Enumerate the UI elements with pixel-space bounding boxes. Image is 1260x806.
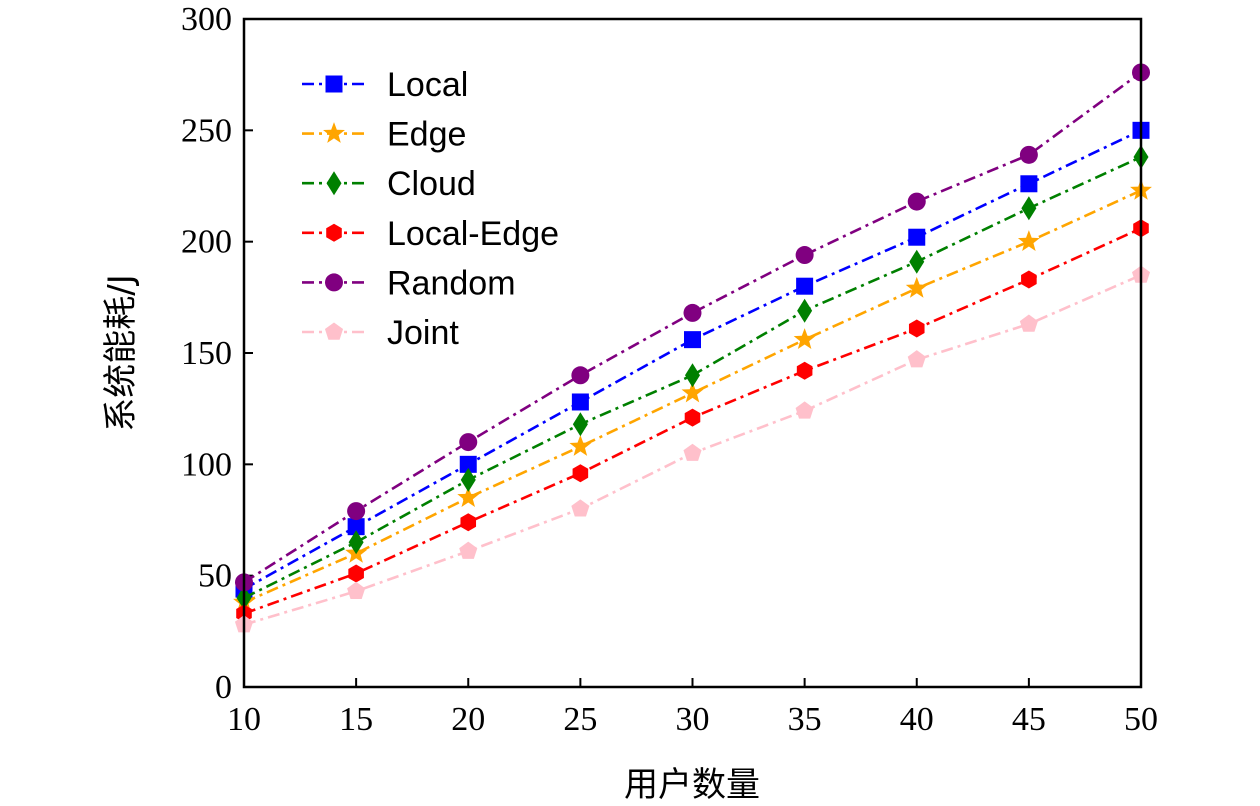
data-point-local-edge: [572, 464, 589, 483]
y-tick-label: 200: [181, 224, 232, 261]
data-point-joint: [1019, 314, 1038, 332]
data-point-random: [459, 433, 478, 452]
y-tick-label: 100: [181, 446, 232, 483]
data-point-local-edge: [1021, 270, 1037, 289]
legend-label-edge: Edge: [387, 116, 466, 154]
x-tick-label: 20: [451, 701, 485, 738]
data-point-edge: [457, 486, 480, 508]
x-tick-label: 25: [563, 701, 597, 738]
legend-item-joint: Joint: [302, 314, 459, 352]
data-point-local: [571, 393, 589, 411]
data-point-edge: [905, 276, 928, 298]
legend-marker-cloud: [326, 171, 342, 196]
legend-item-random: Random: [302, 264, 516, 302]
legend-marker-edge: [323, 122, 345, 143]
data-point-local-edge: [796, 361, 813, 380]
legend-item-cloud: Cloud: [302, 165, 476, 203]
series-edge: [233, 178, 1152, 612]
series-line-local: [243, 129, 1142, 591]
y-tick-label: 300: [181, 1, 232, 38]
legend-label-local: Local: [387, 66, 468, 104]
legend-label-local-edge: Local-Edge: [387, 215, 559, 253]
series-line-random: [243, 71, 1142, 584]
data-point-cloud: [797, 298, 813, 323]
data-point-edge: [569, 435, 592, 456]
y-tick-label: 50: [198, 558, 232, 595]
legend-item-edge: Edge: [302, 116, 466, 154]
data-point-cloud: [460, 467, 476, 492]
legend-label-cloud: Cloud: [387, 165, 476, 203]
axes-layer: 10 15 20 25 30 35 40 45 50 0 50 100 150 200 250 300: [181, 1, 1158, 738]
data-point-cloud: [572, 412, 588, 437]
data-point-local: [908, 228, 926, 246]
data-point-cloud: [685, 363, 700, 388]
legend-label-joint: Joint: [387, 314, 459, 352]
y-tick-label: 0: [215, 669, 232, 706]
x-tick-label: 15: [339, 701, 373, 738]
data-point-local: [459, 455, 477, 473]
data-point-joint: [571, 499, 590, 517]
data-point-joint: [459, 541, 478, 559]
data-point-joint: [683, 443, 702, 461]
data-point-local: [796, 277, 814, 295]
legend-item-local-edge: Local-Edge: [302, 215, 559, 253]
legend-label-random: Random: [387, 264, 516, 302]
x-tick-label: 35: [788, 701, 822, 738]
y-tick-label: 250: [181, 112, 232, 149]
x-tick-label: 40: [900, 701, 934, 738]
data-point-joint: [907, 350, 926, 368]
data-point-random: [795, 246, 814, 265]
data-point-local-edge: [908, 319, 925, 338]
x-tick-label: 45: [1012, 701, 1046, 738]
data-point-edge: [681, 381, 704, 403]
plot-frame: [242, 17, 1143, 689]
series-local-edge: [236, 219, 1149, 623]
data-point-random: [907, 192, 926, 211]
series-cloud: [236, 145, 1149, 610]
series-local: [235, 121, 1150, 598]
legend-item-local: Local: [302, 66, 468, 104]
legend-marker-local: [325, 75, 343, 93]
data-point-edge: [793, 328, 816, 349]
x-tick-label: 50: [1124, 701, 1158, 738]
data-point-random: [347, 502, 366, 521]
data-point-local: [684, 331, 701, 349]
data-point-random: [571, 366, 590, 385]
series-joint: [234, 265, 1151, 633]
legend-marker-random: [325, 273, 343, 292]
data-point-local: [347, 518, 365, 536]
data-point-local-edge: [684, 408, 701, 427]
y-tick-label: 150: [181, 335, 232, 372]
data-point-cloud: [909, 249, 925, 274]
data-point-local: [1020, 175, 1038, 193]
data-point-cloud: [348, 530, 364, 555]
x-axis-title: 用户数量: [624, 765, 760, 805]
legend: Local Edge Cloud Local-Edge Random Joint: [302, 66, 559, 352]
legend-marker-joint: [324, 322, 344, 340]
data-point-joint: [795, 401, 814, 419]
data-point-joint: [347, 581, 366, 599]
data-point-edge: [1017, 230, 1040, 251]
data-point-random: [683, 303, 702, 322]
x-tick-label: 30: [676, 701, 710, 738]
series-line-local-edge: [243, 227, 1142, 615]
x-tick-label: 10: [227, 701, 261, 738]
data-point-local-edge: [348, 564, 364, 583]
legend-marker-local-edge: [326, 223, 342, 242]
y-axis-title: 系统能耗/J: [101, 274, 141, 431]
series-layer: [233, 63, 1152, 633]
data-point-local-edge: [460, 513, 477, 532]
series-random: [235, 63, 1150, 592]
data-point-cloud: [1021, 196, 1037, 221]
data-point-random: [1019, 145, 1038, 164]
